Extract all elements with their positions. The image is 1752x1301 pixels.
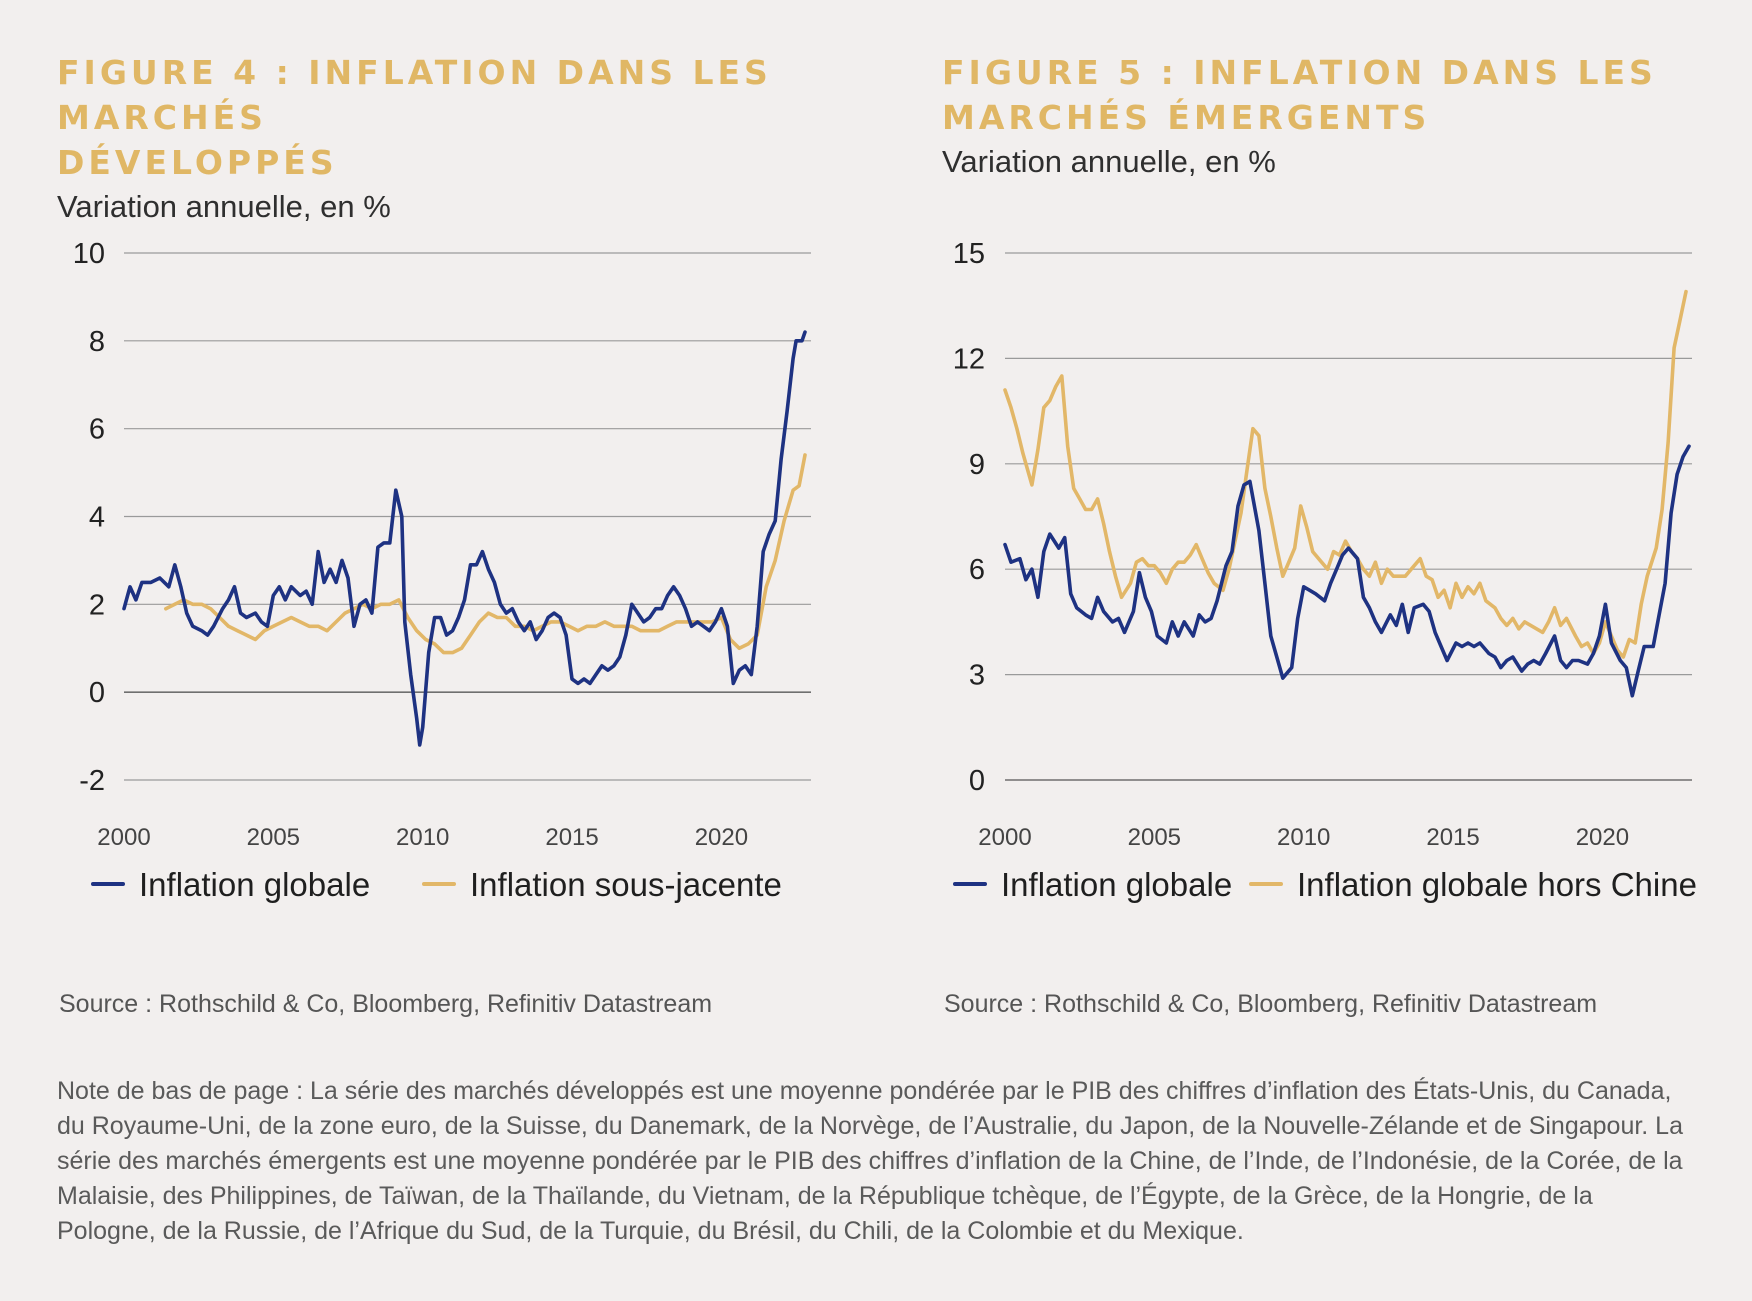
figure-5-legend-label: Inflation globale hors Chine [1297, 866, 1697, 903]
figure-5-y-tick-label: 3 [969, 660, 985, 692]
figure-5-x-tick-label: 2020 [1576, 824, 1629, 851]
figure-5-x-tick-label: 2005 [1128, 824, 1181, 851]
figure-4-x-tick-label: 2005 [247, 824, 300, 851]
footnote: Note de bas de page : La série des march… [57, 1077, 1683, 1245]
figure-5-series-headline-line [1003, 444, 1691, 698]
figure-5-y-tick-label: 12 [953, 343, 985, 375]
figure-5-panel: FIGURE 5 : INFLATION DANS LES MARCHÉS ÉM… [942, 50, 1752, 182]
figure-5-source: Source : Rothschild & Co, Bloomberg, Ref… [944, 990, 1598, 1018]
figure-4-x-tick-label: 2015 [545, 824, 598, 851]
figure-5-y-tick-label: 6 [969, 554, 985, 586]
figure-4-y-tick-label: 8 [89, 326, 105, 358]
figure-4-x-tick-label: 2020 [695, 824, 748, 851]
figure-4-y-tick-label: 2 [89, 589, 105, 621]
figure-4-x-tick-label: 2010 [396, 824, 449, 851]
figure-5-y-tick-label: 9 [969, 449, 985, 481]
figure-5-subtitle: Variation annuelle, en % [942, 144, 1276, 179]
figure-5-title: FIGURE 5 : INFLATION DANS LES MARCHÉS ÉM… [942, 53, 1657, 137]
figure-5-y-tick-label: 15 [953, 238, 985, 270]
figure-4-y-tick-label: 6 [89, 414, 105, 446]
figure-5-x-tick-label: 2010 [1277, 824, 1330, 851]
figure-5-y-tick-label: 0 [969, 765, 985, 797]
figure-4-y-tick-label: 4 [89, 502, 105, 534]
figure-5-series-secondary-line [1003, 289, 1688, 659]
figure-4-series-headline-line [122, 330, 807, 747]
figure-4-y-tick-label: -2 [79, 765, 105, 797]
figure-4-subtitle: Variation annuelle, en % [57, 189, 391, 224]
figure-4-y-tick-label: 10 [73, 238, 105, 270]
figure-4-legend-label: Inflation globale [139, 866, 370, 903]
figure-5-x-tick-label: 2015 [1426, 824, 1479, 851]
figure-4-source: Source : Rothschild & Co, Bloomberg, Ref… [59, 990, 713, 1018]
figure-4-panel: FIGURE 4 : INFLATION DANS LES MARCHÉS DÉ… [57, 50, 877, 227]
figure-4-title: FIGURE 4 : INFLATION DANS LES MARCHÉS DÉ… [57, 53, 772, 182]
figure-4-x-tick-label: 2000 [97, 824, 150, 851]
figure-4-y-tick-label: 0 [89, 677, 105, 709]
figure-4-legend-label: Inflation sous-jacente [470, 866, 782, 903]
figure-5-legend-label: Inflation globale [1001, 866, 1232, 903]
figure-5-x-tick-label: 2000 [978, 824, 1031, 851]
figure-4-series-secondary-line [164, 453, 807, 655]
